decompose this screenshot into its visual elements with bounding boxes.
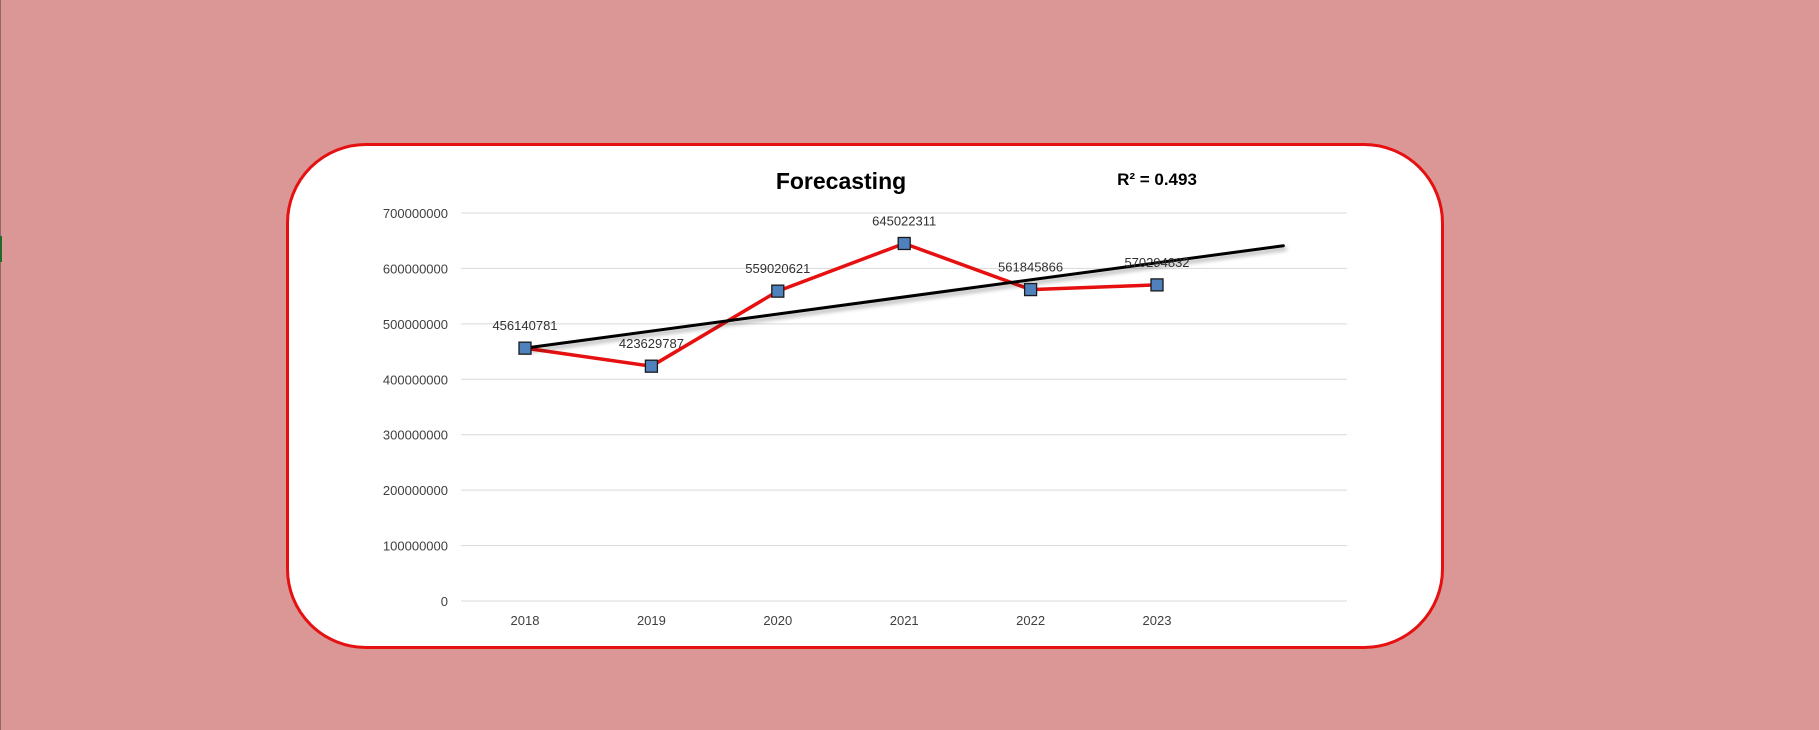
y-tick-label: 100000000 <box>383 539 448 554</box>
data-label: 570294832 <box>1124 255 1189 270</box>
y-tick-label: 300000000 <box>383 428 448 443</box>
r-squared-label: R² = 0.493 <box>1117 170 1197 189</box>
data-label: 456140781 <box>492 318 557 333</box>
series-line <box>523 241 1159 368</box>
x-tick-label: 2020 <box>763 613 792 628</box>
chart-title: Forecasting <box>776 168 906 194</box>
x-tick-label: 2019 <box>637 613 666 628</box>
x-tick-label: 2021 <box>890 613 919 628</box>
y-tick-label: 200000000 <box>383 483 448 498</box>
chart-card[interactable] <box>286 143 1444 649</box>
y-tick-label: 500000000 <box>383 317 448 332</box>
x-tick-label: 2022 <box>1016 613 1045 628</box>
data-label: 645022311 <box>872 213 936 228</box>
data-label: 561845866 <box>998 260 1063 275</box>
x-tick-label: 2018 <box>511 613 540 628</box>
data-label: 423629787 <box>619 336 684 351</box>
data-point-marker <box>518 341 532 355</box>
y-tick-label: 600000000 <box>383 261 448 276</box>
selection-marker <box>0 236 2 262</box>
data-point-marker <box>644 359 659 373</box>
data-label: 559020621 <box>745 261 810 276</box>
window-edge <box>0 0 1 730</box>
data-point-marker <box>1150 278 1164 292</box>
data-point-marker <box>897 236 911 251</box>
data-point-marker <box>771 284 785 298</box>
data-point-marker <box>1023 282 1038 297</box>
y-tick-label: 0 <box>441 594 448 609</box>
y-tick-label: 400000000 <box>383 372 448 387</box>
trendline <box>523 244 1285 350</box>
x-tick-label: 2023 <box>1143 613 1172 628</box>
y-tick-label: 700000000 <box>383 206 448 221</box>
